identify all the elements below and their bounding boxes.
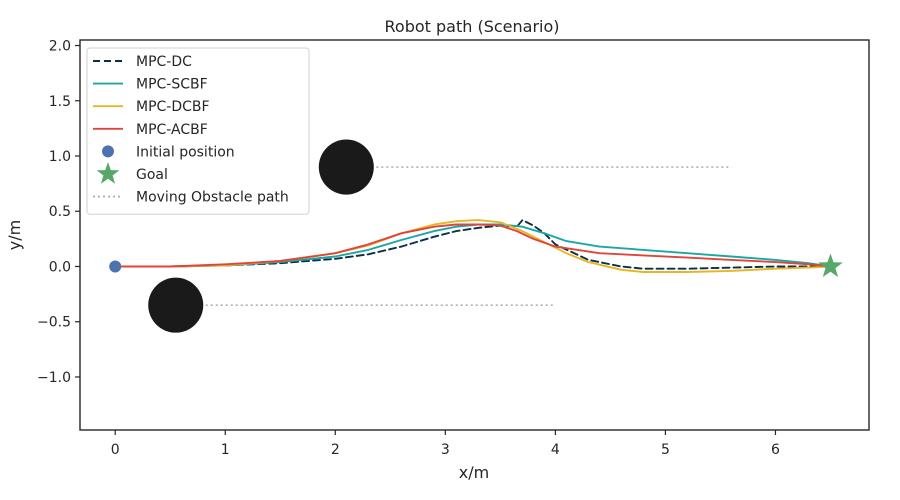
series-layer [114,219,832,273]
obstacle-layer [148,139,732,333]
series-line-mpc-dc [114,219,832,270]
x-axis: 0 1 2 3 4 5 6 [111,430,780,458]
marker-layer [109,253,843,277]
y-tick-label: 1.5 [49,94,71,110]
legend-item-mpc-dc: MPC-DC [136,54,192,70]
legend-item-mpc-dcbf: MPC-DCBF [136,99,210,115]
legend-item-goal-handle [96,162,120,184]
x-tick-label: 5 [661,442,670,458]
legend-item-goal: Goal [136,167,168,183]
legend: MPC-DC MPC-SCBF MPC-DCBF MPC-ACBF Initial po… [86,47,310,215]
y-tick-label: −0.5 [37,315,71,331]
x-tick-label: 4 [551,442,560,458]
x-tick-label: 1 [221,442,230,458]
y-tick-label: 0.0 [49,259,71,275]
y-axis-label: y/m [5,220,24,250]
chart-title: Robot path (Scenario) [385,17,560,36]
y-axis: −1.0 −0.5 0.0 0.5 1.0 1.5 2.0 [37,39,80,386]
x-tick-label: 0 [111,442,120,458]
y-tick-label: 1.0 [49,149,71,165]
y-tick-label: 2.0 [49,39,71,55]
legend-item-initial-position: Initial position [136,144,235,160]
obstacle-1 [318,139,374,195]
legend-item-mpc-acbf: MPC-ACBF [136,122,208,138]
obstacle-2 [148,277,204,333]
series-line-mpc-scbf [114,223,832,268]
legend-item-moving-obstacle-path: Moving Obstacle path [136,190,289,206]
y-tick-label: −1.0 [37,370,71,386]
legend-item-initial-position-handle [102,145,114,158]
x-tick-label: 2 [331,442,340,458]
initial-position-marker [109,260,122,273]
goal-star-marker [818,253,843,277]
y-tick-label: 0.5 [49,204,71,220]
x-axis-label: x/m [459,463,489,482]
x-tick-label: 6 [771,442,780,458]
legend-item-mpc-scbf: MPC-SCBF [136,77,208,93]
legend-box [86,47,310,215]
series-line-mpc-acbf [114,223,832,268]
plot-frame [79,39,870,431]
x-tick-label: 3 [441,442,450,458]
